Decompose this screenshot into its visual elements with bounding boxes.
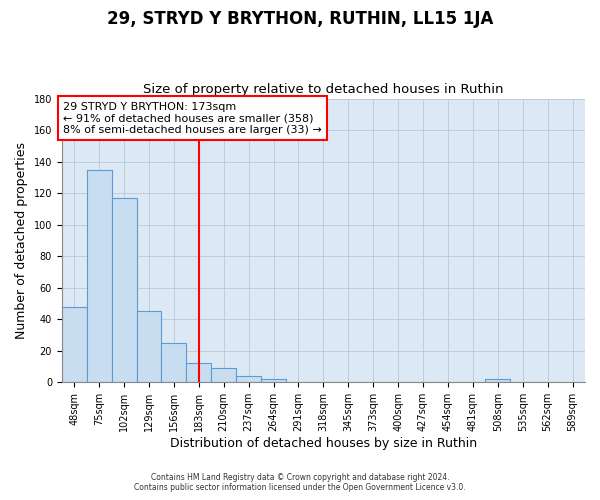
- Bar: [261, 379, 286, 382]
- Bar: [161, 343, 187, 382]
- Text: 29, STRYD Y BRYTHON, RUTHIN, LL15 1JA: 29, STRYD Y BRYTHON, RUTHIN, LL15 1JA: [107, 10, 493, 28]
- Y-axis label: Number of detached properties: Number of detached properties: [15, 142, 28, 339]
- Bar: [137, 312, 161, 382]
- Bar: [485, 379, 510, 382]
- Bar: [62, 306, 86, 382]
- X-axis label: Distribution of detached houses by size in Ruthin: Distribution of detached houses by size …: [170, 437, 477, 450]
- Text: 29 STRYD Y BRYTHON: 173sqm
← 91% of detached houses are smaller (358)
8% of semi: 29 STRYD Y BRYTHON: 173sqm ← 91% of deta…: [63, 102, 322, 135]
- Title: Size of property relative to detached houses in Ruthin: Size of property relative to detached ho…: [143, 83, 503, 96]
- Bar: [187, 364, 211, 382]
- Bar: [236, 376, 261, 382]
- Bar: [86, 170, 112, 382]
- Bar: [112, 198, 137, 382]
- Text: Contains HM Land Registry data © Crown copyright and database right 2024.
Contai: Contains HM Land Registry data © Crown c…: [134, 473, 466, 492]
- Bar: [211, 368, 236, 382]
